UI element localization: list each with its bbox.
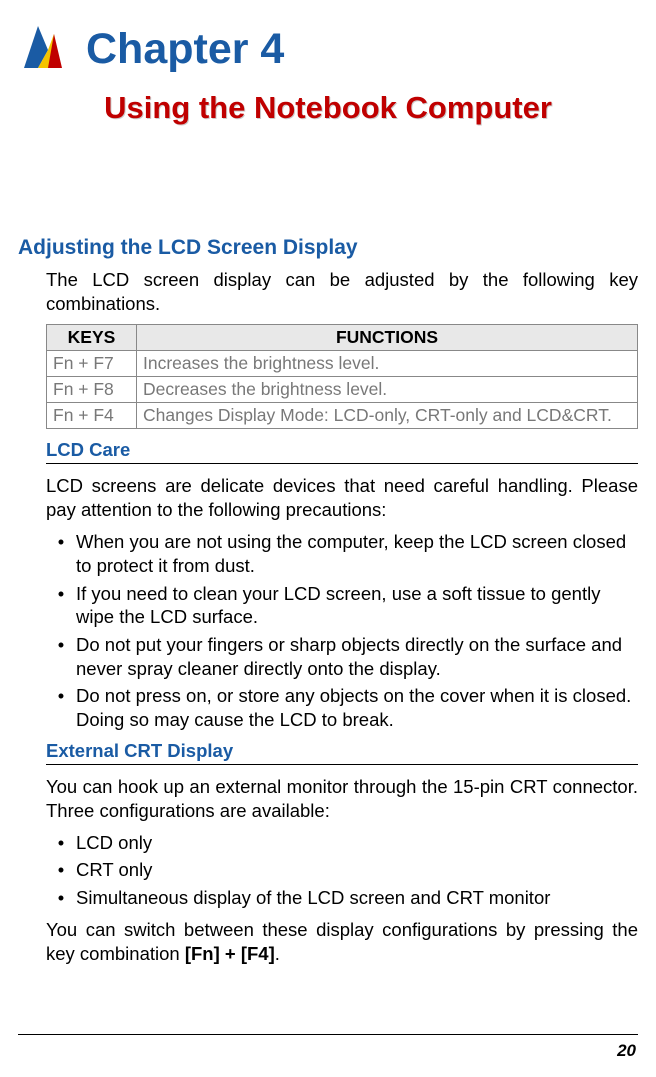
list-item: •Do not put your fingers or sharp object… (46, 633, 638, 680)
crt-outro-post: . (275, 943, 280, 964)
section-heading-adjusting: Adjusting the LCD Screen Display (18, 236, 638, 260)
subheading-crt: External CRT Display (46, 740, 638, 762)
list-item: •LCD only (46, 831, 638, 855)
table-cell: Fn + F7 (47, 351, 137, 377)
list-item-text: When you are not using the computer, kee… (76, 530, 638, 577)
page-number: 20 (617, 1041, 636, 1061)
list-item: •If you need to clean your LCD screen, u… (46, 582, 638, 629)
table-header-keys: KEYS (47, 325, 137, 351)
list-item-text: Simultaneous display of the LCD screen a… (76, 886, 638, 910)
table-cell: Decreases the brightness level. (137, 377, 638, 403)
section-intro-text: The LCD screen display can be adjusted b… (46, 268, 638, 316)
bullet-icon: • (46, 831, 76, 855)
divider (46, 463, 638, 464)
bullet-icon: • (46, 886, 76, 910)
table-row: Fn + F4 Changes Display Mode: LCD-only, … (47, 403, 638, 429)
table-row: Fn + F8 Decreases the brightness level. (47, 377, 638, 403)
list-item-text: Do not press on, or store any objects on… (76, 684, 638, 731)
crt-intro: You can hook up an external monitor thro… (46, 775, 638, 823)
chapter-header: Chapter 4 (18, 20, 638, 78)
crt-outro-pre: You can switch between these display con… (46, 919, 638, 964)
table-row: Fn + F7 Increases the brightness level. (47, 351, 638, 377)
list-item: •CRT only (46, 858, 638, 882)
list-item-text: LCD only (76, 831, 638, 855)
table-cell: Changes Display Mode: LCD-only, CRT-only… (137, 403, 638, 429)
crt-outro: You can switch between these display con… (46, 918, 638, 966)
chapter-logo-icon (18, 20, 76, 78)
list-item-text: Do not put your fingers or sharp objects… (76, 633, 638, 680)
list-item: •Do not press on, or store any objects o… (46, 684, 638, 731)
chapter-label: Chapter 4 (86, 25, 284, 74)
list-item-text: If you need to clean your LCD screen, us… (76, 582, 638, 629)
lcd-care-list: •When you are not using the computer, ke… (46, 530, 638, 731)
divider (46, 764, 638, 765)
table-cell: Fn + F4 (47, 403, 137, 429)
bullet-icon: • (46, 633, 76, 680)
list-item: •Simultaneous display of the LCD screen … (46, 886, 638, 910)
crt-list: •LCD only •CRT only •Simultaneous displa… (46, 831, 638, 910)
list-item-text: CRT only (76, 858, 638, 882)
bullet-icon: • (46, 684, 76, 731)
bullet-icon: • (46, 858, 76, 882)
key-functions-table: KEYS FUNCTIONS Fn + F7 Increases the bri… (46, 324, 638, 429)
bullet-icon: • (46, 582, 76, 629)
table-cell: Increases the brightness level. (137, 351, 638, 377)
bullet-icon: • (46, 530, 76, 577)
crt-outro-bold: [Fn] + [F4] (185, 943, 275, 964)
list-item: •When you are not using the computer, ke… (46, 530, 638, 577)
table-header-functions: FUNCTIONS (137, 325, 638, 351)
page-title: Using the Notebook Computer (18, 90, 638, 126)
table-cell: Fn + F8 (47, 377, 137, 403)
footer-divider (18, 1034, 638, 1035)
lcd-care-intro: LCD screens are delicate devices that ne… (46, 474, 638, 522)
subheading-lcd-care: LCD Care (46, 439, 638, 461)
